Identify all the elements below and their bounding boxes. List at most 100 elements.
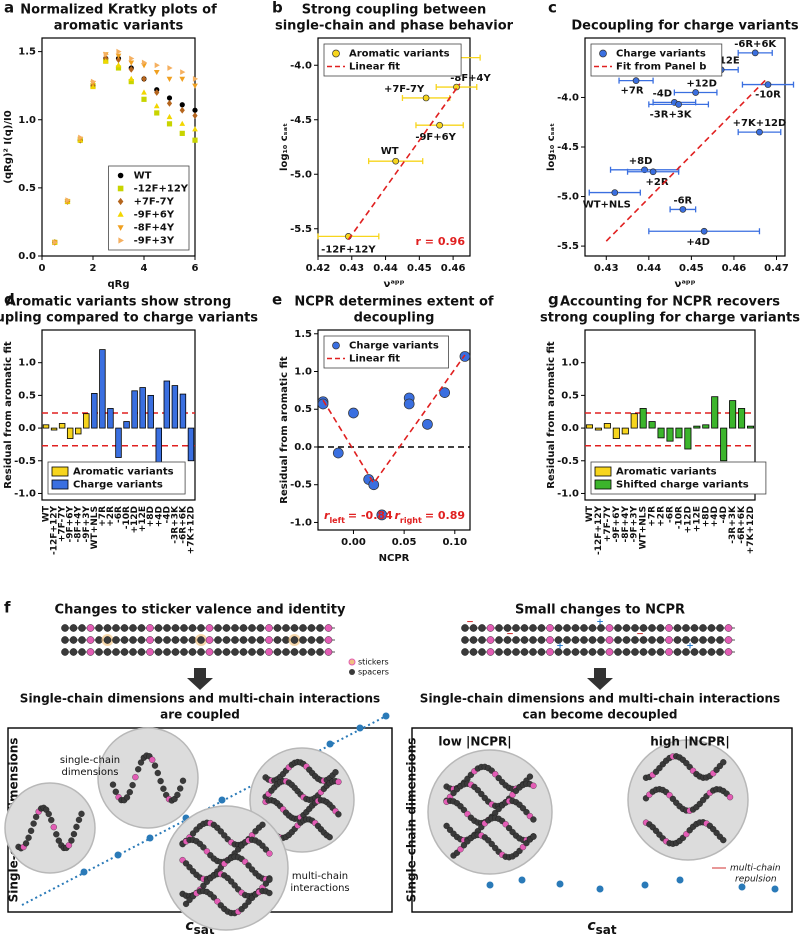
bead — [27, 827, 35, 835]
legend-label: -9F+3Y — [134, 236, 175, 247]
marker — [90, 83, 96, 90]
x-tick-label: 0.43 — [594, 263, 619, 274]
schematic-title: Changes to sticker valence and identity — [55, 603, 346, 618]
bead — [299, 648, 307, 656]
bead — [245, 862, 252, 869]
legend-swatch — [51, 479, 69, 490]
bead — [699, 636, 707, 644]
bar — [585, 424, 594, 429]
bead — [197, 648, 205, 656]
zoom-circle — [249, 747, 355, 853]
y-axis-label: Residual from aromatic fit — [279, 356, 290, 504]
bead — [217, 828, 224, 835]
bead — [103, 624, 112, 632]
bead — [614, 624, 622, 632]
bead — [126, 789, 133, 796]
bar — [612, 427, 620, 439]
legend-label: -12F+12Y — [134, 184, 189, 195]
bead — [307, 636, 316, 644]
bead — [537, 636, 546, 644]
legend-swatch — [117, 172, 124, 179]
bead — [512, 648, 520, 656]
bead — [716, 636, 724, 644]
x-tick-label: WT — [585, 505, 595, 522]
bead — [716, 648, 724, 656]
bead — [239, 636, 248, 644]
bead — [605, 624, 614, 632]
bead — [222, 624, 231, 632]
x-tick-label: 0 — [39, 263, 46, 274]
bead — [478, 790, 485, 798]
chart-panel: c Decoupling for charge variants log₁₀ cₛₐ… — [546, 0, 799, 290]
x-tick-label: 6 — [192, 263, 199, 274]
bead — [486, 648, 495, 656]
bead — [137, 648, 146, 656]
bar — [187, 427, 195, 462]
bar — [58, 423, 66, 429]
bead — [656, 636, 665, 644]
concept-dot — [641, 881, 649, 889]
bead — [129, 781, 136, 789]
bead — [290, 636, 299, 644]
marker — [611, 189, 619, 196]
bar — [115, 427, 122, 458]
marker — [116, 48, 122, 55]
y-axis-label: Residual from aromatic fit — [3, 341, 14, 489]
x-tick-label: +12E — [692, 506, 702, 532]
x-axis-label: νᵃᵖᵖ — [675, 279, 696, 290]
x-tick-label: -6R+6K — [737, 505, 747, 544]
y-tick-label: -4.5 — [290, 115, 312, 126]
marker — [317, 398, 329, 410]
bead — [48, 816, 55, 824]
key-dot — [348, 658, 356, 666]
bead — [197, 624, 205, 632]
point-label: +7K+12D — [733, 118, 787, 129]
legend-box — [323, 335, 449, 369]
marker — [52, 239, 58, 246]
bead — [546, 648, 554, 656]
bar — [66, 427, 74, 439]
fit-line — [605, 77, 769, 242]
marker — [179, 106, 185, 114]
concept-dot — [556, 880, 564, 888]
legend-label: Charge variants — [616, 49, 706, 60]
bead — [151, 762, 159, 769]
legend-label: +7F-7Y — [134, 197, 175, 208]
bar — [684, 427, 692, 450]
y-tick-label: 1.5 — [294, 329, 312, 340]
marker — [180, 69, 186, 75]
marker — [153, 69, 160, 76]
y-tick-label: 0.5 — [294, 404, 312, 415]
bar — [621, 427, 629, 435]
bar — [163, 380, 171, 429]
bead — [86, 624, 95, 632]
bead — [563, 636, 571, 644]
chart-title: aromatic variants — [54, 19, 184, 34]
marker — [436, 121, 443, 129]
bead — [443, 822, 450, 830]
bead — [163, 624, 171, 632]
bead — [503, 624, 512, 632]
legend-box — [323, 43, 462, 77]
annotation-sub: left — [329, 516, 345, 525]
y-tick-label: 0.0 — [294, 442, 312, 453]
x-axis-label-sub: sat — [596, 923, 617, 935]
concept-dot — [382, 712, 390, 720]
bead — [335, 811, 342, 818]
bead — [22, 840, 30, 847]
schematic-subtitle: are coupled — [160, 708, 240, 722]
legend-label: Charge variants — [349, 341, 439, 352]
y-tick-label: 0.0 — [18, 423, 36, 434]
y-tick-label: -0.5 — [557, 456, 579, 467]
note: repulsion — [735, 875, 777, 885]
bead — [631, 624, 639, 632]
marker — [700, 227, 708, 235]
bead — [120, 648, 129, 656]
bead — [720, 759, 727, 766]
marker — [115, 62, 122, 68]
schematic-subtitle: Single-chain dimensions and multi-chain … — [420, 692, 780, 706]
bead — [461, 624, 469, 632]
marker — [192, 112, 198, 120]
bead — [205, 624, 214, 632]
